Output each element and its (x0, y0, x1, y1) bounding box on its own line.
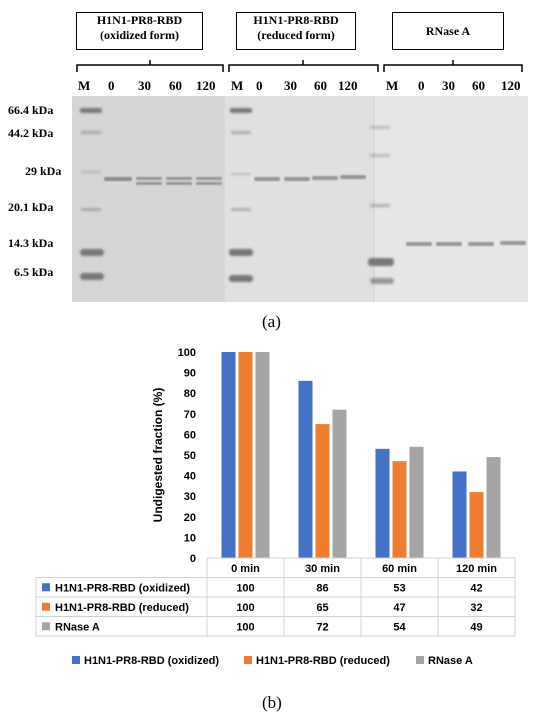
data-label: 42 (470, 582, 482, 594)
panel-label-a: (a) (262, 312, 281, 331)
marker-label: 44.2 kDa (8, 126, 54, 140)
y-tick-label: 100 (178, 347, 196, 359)
bar (255, 352, 270, 558)
y-tick-label: 40 (184, 471, 196, 483)
lane-label: 30 (138, 78, 151, 93)
box-rnase: RNase A (392, 12, 504, 50)
lane-label-m: M (231, 78, 244, 93)
marker-label: 14.3 kDa (8, 236, 54, 250)
marker-label: 20.1 kDa (8, 200, 54, 214)
lane-label: 120 (501, 78, 521, 93)
table-series-name: RNase A (55, 621, 100, 633)
lane-label-m: M (78, 78, 91, 93)
y-tick-label: 70 (184, 409, 196, 421)
legend-swatch (244, 656, 252, 664)
lane-label: 30 (442, 78, 455, 93)
legend-label: H1N1-PR8-RBD (reduced) (256, 655, 390, 667)
data-label: 54 (393, 621, 406, 633)
table-legend-key (42, 583, 50, 592)
lane-label: 30 (284, 78, 297, 93)
lane-label: 60 (314, 78, 327, 93)
y-tick-label: 80 (184, 388, 196, 400)
y-tick-label: 90 (184, 368, 196, 380)
table-legend-key (42, 622, 50, 631)
table-series-name: H1N1-PR8-RBD (oxidized) (55, 582, 190, 594)
bar (392, 461, 407, 558)
data-label: 72 (316, 621, 328, 633)
bar (332, 409, 347, 558)
y-tick-label: 0 (190, 553, 196, 565)
legend-label: H1N1-PR8-RBD (oxidized) (84, 655, 219, 667)
y-tick-label: 20 (184, 512, 196, 524)
box-rnase-line1: RNase A (425, 24, 471, 38)
table-series-name: H1N1-PR8-RBD (reduced) (55, 602, 189, 614)
box-oxidized-line2: (oxidized form) (100, 28, 179, 42)
bar (469, 492, 484, 558)
data-label: 53 (393, 582, 405, 594)
legend-swatch (72, 656, 80, 664)
y-axis-label: Undigested fraction (%) (151, 388, 165, 523)
category-label: 120 min (456, 563, 497, 575)
bar (221, 352, 236, 558)
bar (452, 471, 467, 558)
lane-label: 120 (196, 78, 216, 93)
bar (238, 352, 253, 558)
y-tick-label: 10 (184, 532, 196, 544)
lane-label: 0 (108, 78, 115, 93)
lane-label: 0 (418, 78, 425, 93)
y-tick-label: 60 (184, 429, 196, 441)
box-reduced-line1: H1N1-PR8-RBD (253, 13, 339, 27)
y-tick-label: 30 (184, 491, 196, 503)
bar (409, 446, 424, 558)
lane-label: 120 (338, 78, 358, 93)
box-reduced-line2: (reduced form) (257, 28, 335, 42)
bar (298, 380, 313, 558)
marker-label: 6.5 kDa (14, 265, 54, 279)
bar (375, 448, 390, 558)
bar (315, 424, 330, 558)
lane-brackets (76, 60, 523, 72)
bar-chart: 0 10 20 30 40 50 60 70 80 90 100 Undigested fractio… (35, 347, 516, 667)
lane-label: 60 (472, 78, 485, 93)
bar (486, 457, 501, 558)
box-reduced: H1N1-PR8-RBD (reduced form) (236, 12, 356, 50)
lane-label: 0 (256, 78, 263, 93)
table-legend-key (42, 602, 50, 611)
panel-label-b: (b) (262, 693, 282, 712)
data-label: 100 (236, 602, 254, 614)
data-label: 47 (393, 602, 405, 614)
data-label: 100 (236, 621, 254, 633)
box-oxidized: H1N1-PR8-RBD (oxidized form) (76, 12, 203, 50)
category-label: 30 min (305, 563, 340, 575)
data-label: 100 (236, 582, 254, 594)
y-tick-label: 50 (184, 450, 196, 462)
category-label: 0 min (231, 563, 260, 575)
gel-image (72, 96, 528, 302)
marker-label: 29 kDa (25, 164, 62, 178)
lane-label-m: M (386, 78, 399, 93)
category-label: 60 min (382, 563, 417, 575)
data-label: 86 (316, 582, 328, 594)
legend-label: RNase A (428, 655, 473, 667)
lane-label: 60 (169, 78, 182, 93)
marker-label: 66.4 kDa (8, 103, 54, 117)
data-label: 65 (316, 602, 328, 614)
box-oxidized-line1: H1N1-PR8-RBD (96, 13, 183, 27)
legend-swatch (416, 656, 424, 664)
data-label: 49 (470, 621, 482, 633)
data-label: 32 (470, 602, 482, 614)
